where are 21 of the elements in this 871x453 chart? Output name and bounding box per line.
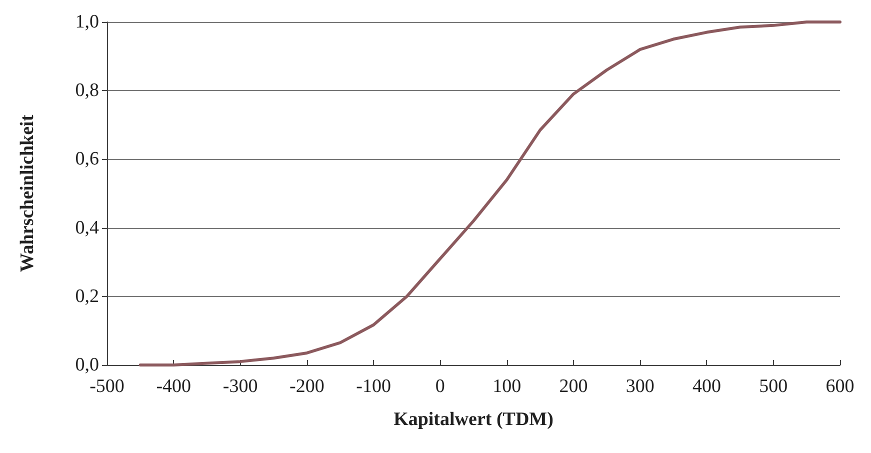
y-tick-label: 0,4 bbox=[75, 217, 100, 238]
x-tick-label: -400 bbox=[156, 376, 192, 397]
x-tick-label: 300 bbox=[626, 376, 654, 397]
x-tick-label: 0 bbox=[435, 376, 445, 397]
x-tick-label: 400 bbox=[692, 376, 721, 397]
x-tick-label: 600 bbox=[826, 376, 854, 397]
x-tick-label: 100 bbox=[492, 376, 522, 397]
line-series bbox=[138, 20, 842, 366]
y-tick-label: 0,2 bbox=[75, 286, 99, 307]
y-axis-title: Wahrscheinlichkeit bbox=[17, 114, 38, 272]
y-tick-label: 0,8 bbox=[75, 80, 99, 102]
y-tick-label: 1,0 bbox=[75, 12, 99, 32]
x-tick-label: -100 bbox=[356, 376, 391, 397]
x-tick-label: -200 bbox=[289, 376, 324, 397]
x-tick-label: -500 bbox=[90, 376, 124, 397]
x-tick-label: 200 bbox=[559, 376, 588, 397]
x-axis-title: Kapitalwert (TDM) bbox=[394, 409, 554, 430]
x-tick-label: -300 bbox=[222, 376, 258, 397]
x-tick-label: 500 bbox=[759, 376, 788, 397]
y-tick-label: 0,6 bbox=[75, 148, 99, 170]
y-tick-label: 0,0 bbox=[75, 354, 99, 376]
